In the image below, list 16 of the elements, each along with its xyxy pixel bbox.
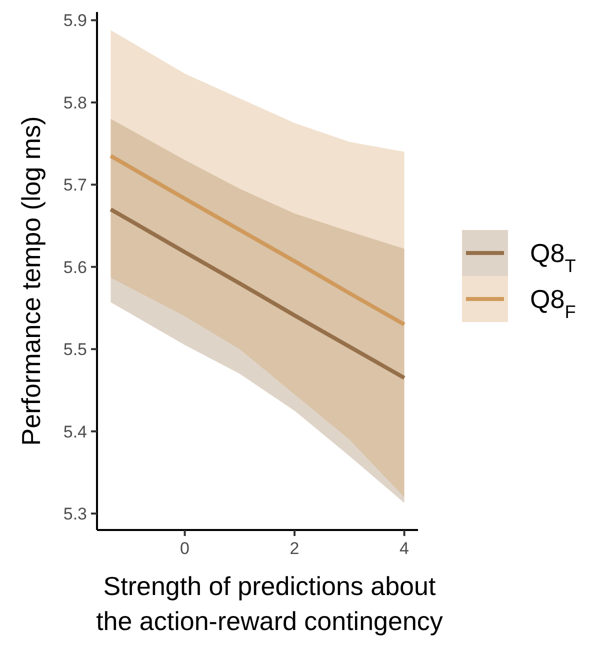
line-series [108,207,406,380]
line-series [108,154,406,326]
y-tick-label: 5.4 [63,422,87,442]
y-tick-label: 5.6 [63,258,87,277]
y-tick-label: 5.3 [63,504,87,524]
legend-label: Q8$_{F}$ [530,284,576,322]
y-tick-label: 5.8 [63,93,87,112]
y-tick-label: 5.9 [63,11,87,30]
y-tick-label: 5.7 [63,176,87,195]
x-axis-title: Strength of predictions about the action-reward contingency [96,571,443,636]
legend-label: Q8$_{T}$ [530,238,576,276]
x-tick-label: 0 [180,539,190,558]
x-tick-label: 4 [400,539,410,558]
y-axis-title: Performance tempo (log ms) [16,116,46,446]
x-tick-label: 2 [290,539,300,558]
y-tick-label: 5.5 [63,340,87,360]
